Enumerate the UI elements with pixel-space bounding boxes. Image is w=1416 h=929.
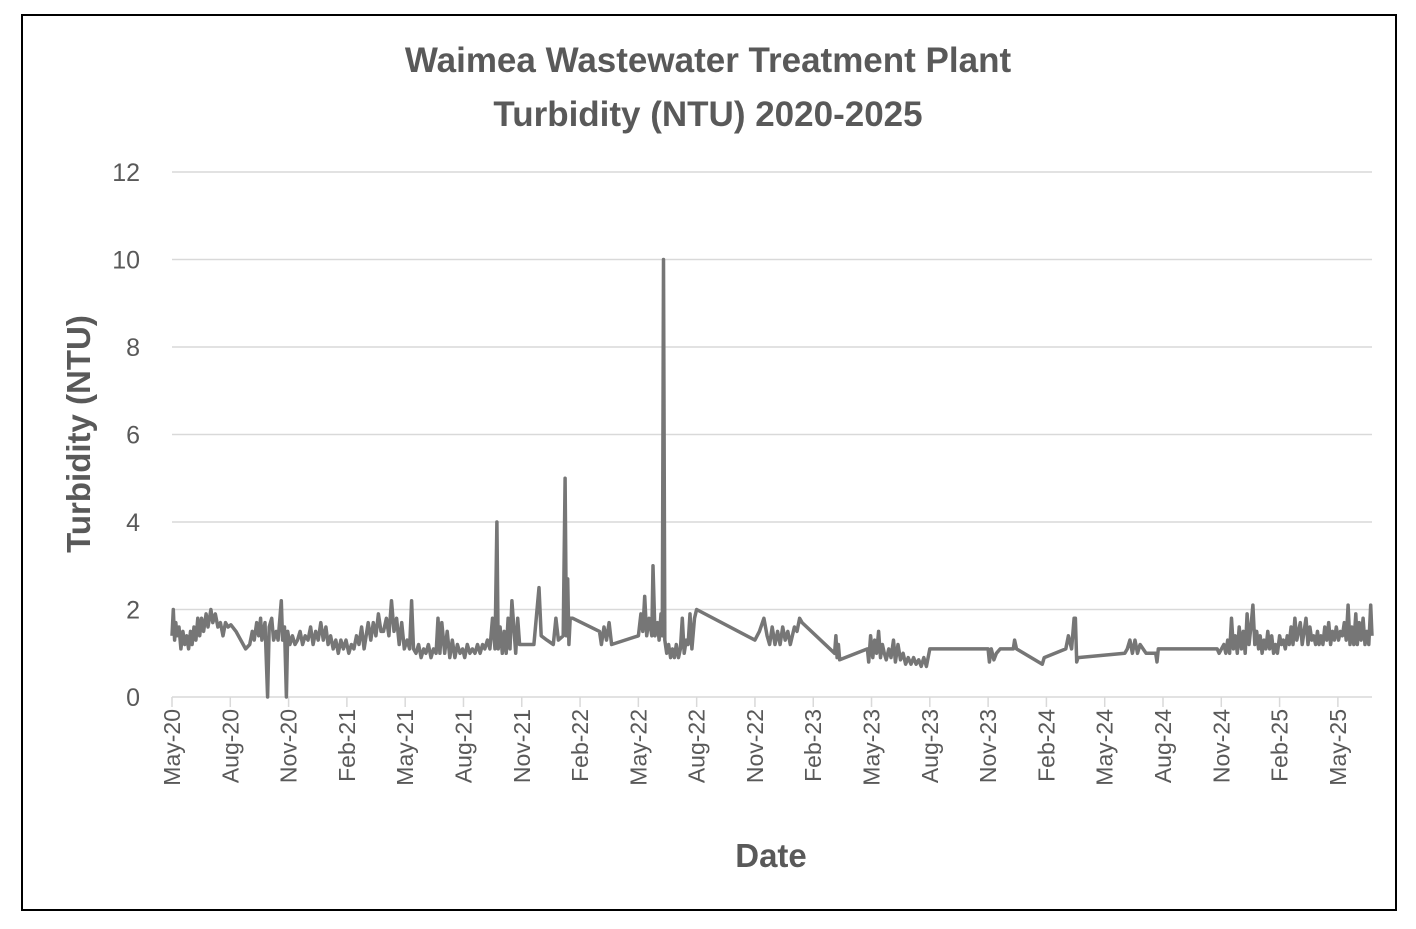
y-tick-label: 8 bbox=[126, 334, 140, 362]
x-tick-label: Aug-22 bbox=[684, 709, 710, 783]
x-tick-label: May-20 bbox=[159, 709, 185, 786]
x-tick-label: Feb-24 bbox=[1033, 709, 1059, 782]
x-tick-label: Feb-22 bbox=[567, 709, 593, 782]
turbidity-series-line bbox=[170, 257, 1374, 699]
x-tick-label: Feb-25 bbox=[1267, 709, 1293, 782]
x-axis-title: Date bbox=[735, 837, 807, 874]
x-tick-label: May-24 bbox=[1092, 709, 1118, 786]
y-tick-label: 12 bbox=[112, 159, 140, 187]
x-tick-label: May-22 bbox=[625, 709, 651, 786]
x-axis-ticks: May-20 Aug-20 Nov-20 Feb-21 May-21 Aug-21 Nov-… bbox=[159, 697, 1351, 786]
x-tick-label: Aug-23 bbox=[917, 709, 943, 783]
x-tick-label: Nov-22 bbox=[742, 709, 768, 783]
x-tick-label: May-25 bbox=[1325, 709, 1351, 786]
x-tick-label: Nov-21 bbox=[509, 709, 535, 783]
chart-title-line-2: Turbidity (NTU) 2020-2025 bbox=[493, 95, 922, 134]
x-tick-label: Feb-21 bbox=[334, 709, 360, 782]
x-tick-label: Feb-23 bbox=[800, 709, 826, 782]
y-tick-label: 0 bbox=[126, 684, 140, 712]
x-tick-label: May-23 bbox=[859, 709, 885, 786]
x-tick-label: Nov-20 bbox=[276, 709, 302, 783]
gridlines bbox=[172, 171, 1372, 698]
y-tick-label: 2 bbox=[126, 597, 140, 625]
series-layer bbox=[170, 257, 1374, 699]
x-tick-label: Aug-24 bbox=[1150, 709, 1176, 783]
x-tick-label: Aug-20 bbox=[217, 709, 243, 783]
x-tick-label: May-21 bbox=[392, 709, 418, 786]
y-tick-label: 10 bbox=[112, 247, 140, 275]
chart-title-line-1: Waimea Wastewater Treatment Plant bbox=[405, 41, 1012, 80]
y-axis-title: Turbidity (NTU) bbox=[60, 315, 97, 553]
x-tick-label: Aug-21 bbox=[450, 709, 476, 783]
y-tick-label: 4 bbox=[126, 509, 140, 537]
chart-border bbox=[21, 14, 1397, 911]
x-tick-label: Nov-24 bbox=[1208, 709, 1234, 783]
y-axis-ticks: 0 2 4 6 8 10 12 bbox=[112, 159, 140, 712]
x-tick-label: Nov-23 bbox=[975, 709, 1001, 783]
y-tick-label: 6 bbox=[126, 422, 140, 450]
